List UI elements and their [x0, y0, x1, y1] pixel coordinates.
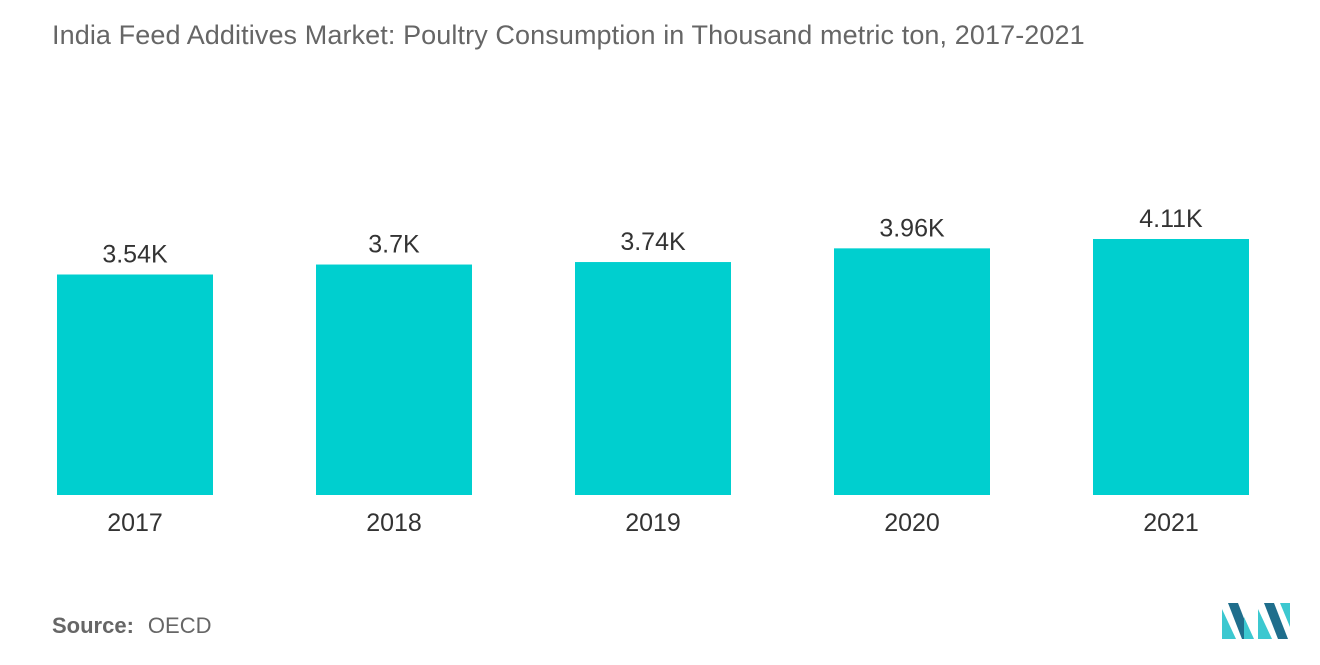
x-tick-label-2018: 2018	[366, 509, 422, 537]
x-axis-labels: 2017 2018 2019 2020 2021	[107, 509, 1199, 537]
x-tick-label-2019: 2019	[625, 509, 681, 537]
value-label-2019: 3.74K	[620, 228, 686, 256]
bar-2017	[57, 274, 213, 495]
bar-chart: 3.54K 3.7K 3.74K 3.96K 4.11K 2017 2018 2019 202…	[57, 205, 1249, 537]
x-tick-label-2017: 2017	[107, 509, 163, 537]
chart-title: India Feed Additives Market: Poultry Con…	[52, 20, 1085, 50]
x-tick-label-2021: 2021	[1143, 509, 1199, 537]
source-value: OECD	[147, 613, 212, 638]
bar-2020	[834, 248, 990, 495]
bars-group	[57, 239, 1249, 495]
bar-2018	[316, 264, 472, 495]
value-label-2021: 4.11K	[1139, 205, 1203, 233]
mordor-intelligence-logo-icon	[1222, 603, 1290, 639]
bar-2019	[575, 262, 731, 495]
source-label: Source:	[52, 613, 134, 638]
source-note: Source: OECD	[52, 613, 211, 639]
value-label-2018: 3.7K	[368, 231, 420, 259]
value-label-2017: 3.54K	[102, 241, 168, 269]
x-tick-label-2020: 2020	[884, 509, 940, 537]
bar-2021	[1093, 239, 1249, 495]
value-label-2020: 3.96K	[879, 214, 945, 242]
value-labels-group: 3.54K 3.7K 3.74K 3.96K 4.11K	[102, 205, 1203, 269]
